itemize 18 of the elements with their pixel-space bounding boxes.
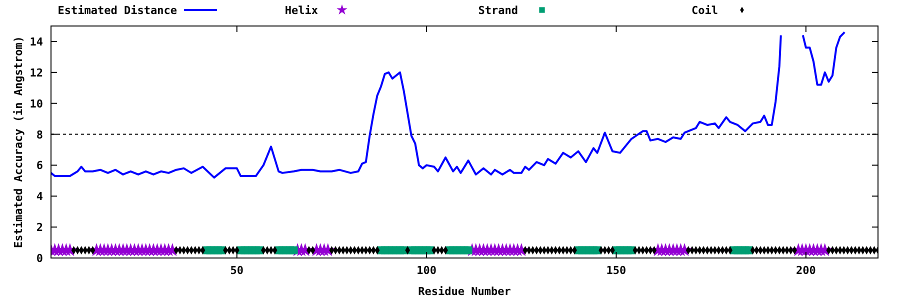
x-tick-label: 50 [230, 264, 244, 277]
y-tick-label: 10 [30, 97, 43, 110]
x-tick-label: 200 [796, 264, 816, 277]
y-axis-title: Estimated Accuracy (in Angstrom) [12, 36, 25, 248]
legend-label: Estimated Distance [58, 4, 178, 17]
y-tick-label: 14 [30, 35, 44, 48]
x-axis-title: Residue Number [418, 285, 512, 298]
x-tick-label: 100 [416, 264, 436, 277]
y-tick-label: 0 [36, 252, 43, 265]
x-tick-label: 150 [606, 264, 626, 277]
y-tick-label: 2 [36, 221, 43, 234]
y-tick-label: 6 [36, 159, 44, 172]
y-tick-label: 12 [30, 66, 43, 80]
legend-label: Coil [692, 4, 718, 17]
legend-label: Strand [478, 4, 518, 17]
legend-label: Helix [284, 4, 318, 17]
y-tick-label: 8 [36, 128, 43, 142]
y-tick-label: 4 [36, 190, 44, 204]
